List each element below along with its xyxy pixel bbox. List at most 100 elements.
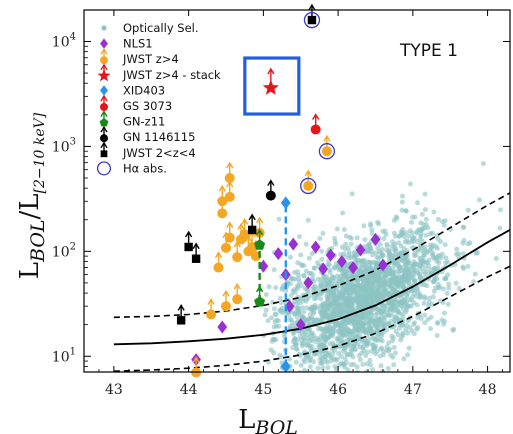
cloud-point <box>360 361 366 367</box>
cloud-point <box>417 263 423 269</box>
cloud-point <box>301 273 306 279</box>
cloud-point <box>344 263 350 269</box>
cloud-point <box>444 290 450 296</box>
cloud-point <box>430 250 436 256</box>
upper-arrow-head <box>207 298 215 305</box>
y-tick-label: 104 <box>52 31 76 50</box>
cloud-point <box>435 216 441 222</box>
cloud-point <box>352 251 357 257</box>
cloud-point <box>440 219 445 225</box>
data-point <box>280 359 291 373</box>
legend-label: JWST z>4 - stack <box>122 68 221 82</box>
cloud-point <box>278 300 284 306</box>
legend-marker <box>100 103 108 111</box>
cloud-point <box>400 226 406 232</box>
cloud-point <box>294 314 300 320</box>
cloud-point <box>288 275 294 281</box>
cloud-point <box>292 341 298 347</box>
cloud-point <box>400 314 406 320</box>
cloud-point <box>354 364 360 370</box>
cloud-point <box>336 276 342 282</box>
upper-arrow-head <box>192 356 200 363</box>
cloud-point <box>302 331 308 336</box>
cloud-point <box>413 252 419 258</box>
cloud-point <box>361 268 367 274</box>
data-point <box>213 262 224 273</box>
cloud-point <box>369 312 375 318</box>
cloud-point <box>367 259 373 265</box>
cloud-point <box>349 343 355 349</box>
cloud-point <box>300 298 306 304</box>
cloud-point <box>368 223 373 229</box>
cloud-point <box>380 352 386 358</box>
cloud-point <box>434 333 440 338</box>
data-point <box>262 79 279 95</box>
cloud-point <box>277 295 283 301</box>
cloud-point <box>399 199 405 205</box>
cloud-point <box>417 275 423 281</box>
cloud-point <box>419 211 425 217</box>
cloud-point <box>396 310 402 316</box>
cloud-point <box>269 315 274 321</box>
cloud-point <box>366 241 372 247</box>
cloud-point <box>392 233 398 239</box>
upper-arrow-head <box>100 63 108 71</box>
cloud-point <box>441 321 447 327</box>
cloud-point <box>318 340 324 346</box>
cloud-point <box>440 286 446 292</box>
cloud-point <box>399 207 405 213</box>
upper-arrow-head <box>256 285 264 293</box>
cloud-point <box>375 255 381 261</box>
cloud-point <box>310 304 316 310</box>
data-point <box>303 276 314 290</box>
cloud-point <box>454 246 460 252</box>
cloud-point <box>323 328 329 334</box>
legend-label: JWST z>4 <box>122 52 179 66</box>
cloud-point <box>262 312 268 318</box>
cloud-point <box>315 365 321 371</box>
cloud-point <box>376 316 382 322</box>
cloud-point <box>433 255 439 260</box>
cloud-point <box>333 299 338 305</box>
cloud-point <box>327 267 333 273</box>
cloud-point <box>339 244 345 250</box>
cloud-point <box>314 335 320 341</box>
cloud-point <box>343 241 349 247</box>
cloud-point <box>405 352 411 358</box>
data-point <box>265 190 276 201</box>
cloud-point <box>400 257 406 263</box>
cloud-point <box>385 291 391 296</box>
legend-entry: JWST z>4 - stack <box>97 63 221 82</box>
upper-arrow-head <box>256 228 264 236</box>
data-point <box>217 208 228 219</box>
cloud-point <box>337 344 343 350</box>
cloud-point <box>430 230 435 236</box>
cloud-point <box>381 236 387 242</box>
cloud-point <box>367 376 372 381</box>
cloud-point <box>359 313 365 319</box>
upper-arrow-head <box>248 213 256 221</box>
cloud-point <box>327 291 333 297</box>
cloud-point <box>396 233 402 239</box>
data-point <box>318 262 329 276</box>
cloud-point <box>371 345 377 351</box>
cloud-point <box>363 353 369 358</box>
cloud-point <box>365 374 370 379</box>
cloud-point <box>451 326 457 332</box>
cloud-point <box>279 286 285 292</box>
cloud-point <box>342 356 348 362</box>
cloud-point <box>384 347 390 353</box>
cloud-point <box>263 307 269 313</box>
upper-arrow-head <box>177 303 185 311</box>
series-jwst-z-4 <box>191 134 332 378</box>
relation-upper-line <box>113 192 510 319</box>
x-tick-label: 48 <box>479 382 497 398</box>
cloud-point <box>343 233 349 239</box>
upper-arrow-head <box>237 223 245 230</box>
cloud-point <box>276 216 282 222</box>
cloud-point <box>394 316 400 321</box>
cloud-point <box>422 320 428 326</box>
cloud-point <box>311 333 317 339</box>
cloud-point <box>422 247 428 253</box>
legend-entry: JWST z>4 <box>100 47 179 66</box>
